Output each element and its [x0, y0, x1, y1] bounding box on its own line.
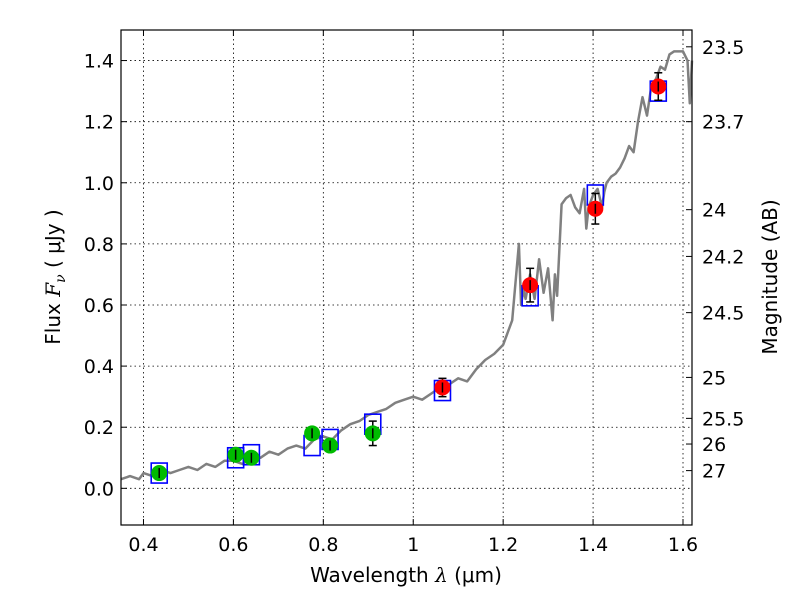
- spectrum-line-group: [120, 50, 694, 481]
- y-tick-label: 1.4: [84, 51, 114, 73]
- y-tick-labels: 0.0 0.2 0.4 0.6 0.8 1.0 1.2 1.4: [84, 51, 114, 501]
- magnitude-tick-label: 25: [702, 367, 726, 389]
- x-tick-label: 0.8: [308, 534, 338, 556]
- magnitude-tick-label: 23.5: [702, 37, 744, 59]
- grid-lines: [121, 30, 692, 525]
- magnitude-tick-labels: 23.5 23.7 24 24.2 24.5 25 25.5 26 27: [702, 37, 744, 483]
- x-tick-label: 0.4: [128, 534, 158, 556]
- y-tick-label: 1.0: [84, 173, 114, 195]
- x-tick-labels: 0.4 0.6 0.8 1 1.2 1.4 1.6: [128, 534, 698, 556]
- magnitude-tick-label: 24.5: [702, 303, 744, 325]
- magnitude-tick-label: 23.7: [702, 112, 744, 134]
- x-tick-label: 1.6: [668, 534, 698, 556]
- y-tick-label: 0.4: [84, 356, 114, 378]
- y-tick-label: 0.6: [84, 295, 114, 317]
- spectrum-line: [120, 50, 694, 481]
- x-tick-label: 1.2: [488, 534, 518, 556]
- axis-ticks: [121, 30, 692, 525]
- magnitude-tick-label: 26: [702, 434, 726, 456]
- y-tick-label: 0.8: [84, 234, 114, 256]
- y-axis-label: Flux Fν ( μJy ): [41, 209, 69, 344]
- x-tick-label: 1.4: [578, 534, 608, 556]
- x-axis-label: Wavelength λ (μm): [310, 563, 502, 587]
- model-photometry-group: [150, 80, 668, 484]
- magnitude-tick-label: 24: [702, 200, 726, 222]
- x-tick-label: 0.6: [218, 534, 248, 556]
- magnitude-axis-label: Magnitude (AB): [758, 199, 782, 354]
- y-tick-label: 1.2: [84, 112, 114, 134]
- data-points-group: [151, 72, 667, 482]
- x-tick-label: 1: [407, 534, 419, 556]
- plot-frame: [120, 29, 693, 526]
- magnitude-tick-label: 25.5: [702, 408, 744, 430]
- y-tick-label: 0.2: [84, 417, 114, 439]
- magnitude-tick-label: 27: [702, 461, 726, 483]
- y-tick-label: 0.0: [84, 478, 114, 500]
- magnitude-tick-label: 24.2: [702, 246, 744, 268]
